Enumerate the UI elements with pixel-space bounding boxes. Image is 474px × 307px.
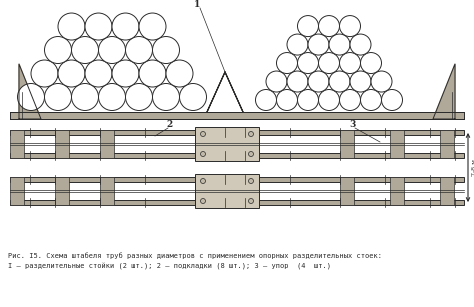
Bar xyxy=(55,130,69,158)
Circle shape xyxy=(201,151,206,157)
Bar xyxy=(195,130,209,158)
Bar xyxy=(195,177,209,205)
Circle shape xyxy=(276,52,298,74)
Circle shape xyxy=(361,52,382,74)
Bar xyxy=(10,112,464,119)
Circle shape xyxy=(329,71,350,92)
Circle shape xyxy=(153,37,180,64)
Circle shape xyxy=(139,60,166,87)
Circle shape xyxy=(180,84,207,111)
Circle shape xyxy=(329,34,350,55)
Circle shape xyxy=(308,34,329,55)
Text: 7-8 м: 7-8 м xyxy=(472,159,474,176)
Bar xyxy=(245,130,259,158)
Circle shape xyxy=(85,60,112,87)
Bar xyxy=(440,130,454,158)
Circle shape xyxy=(201,178,206,184)
Bar xyxy=(340,177,354,205)
Text: I – разделительные стойки (2 шт.); 2 – подкладки (8 шт.); 3 – упор  (4  шт.): I – разделительные стойки (2 шт.); 2 – п… xyxy=(8,263,331,270)
Text: 2: 2 xyxy=(167,120,173,129)
Polygon shape xyxy=(207,72,225,112)
Bar xyxy=(340,130,354,158)
Circle shape xyxy=(45,84,72,111)
Circle shape xyxy=(350,71,371,92)
Circle shape xyxy=(18,84,45,111)
Circle shape xyxy=(361,90,382,111)
Circle shape xyxy=(371,71,392,92)
Circle shape xyxy=(339,90,361,111)
Circle shape xyxy=(85,13,112,40)
Circle shape xyxy=(308,71,329,92)
Circle shape xyxy=(201,131,206,137)
Circle shape xyxy=(266,71,287,92)
Bar xyxy=(55,177,69,205)
Bar xyxy=(100,130,114,158)
Circle shape xyxy=(99,37,126,64)
Circle shape xyxy=(58,13,85,40)
Circle shape xyxy=(287,34,308,55)
Polygon shape xyxy=(225,72,243,112)
Circle shape xyxy=(72,37,99,64)
Circle shape xyxy=(350,34,371,55)
Circle shape xyxy=(126,84,153,111)
Circle shape xyxy=(248,199,254,204)
Circle shape xyxy=(287,71,308,92)
Polygon shape xyxy=(433,64,455,119)
Bar xyxy=(10,200,464,205)
Circle shape xyxy=(72,84,99,111)
Circle shape xyxy=(248,151,254,157)
Circle shape xyxy=(99,84,126,111)
Circle shape xyxy=(382,90,402,111)
Bar xyxy=(10,153,464,158)
Bar xyxy=(10,177,464,182)
Bar xyxy=(10,130,464,135)
Circle shape xyxy=(248,131,254,137)
Circle shape xyxy=(139,13,166,40)
Polygon shape xyxy=(19,64,41,119)
Circle shape xyxy=(201,199,206,204)
Bar xyxy=(390,177,404,205)
Circle shape xyxy=(298,52,319,74)
Circle shape xyxy=(319,52,339,74)
Text: Рис. I5. Схема штабеля труб разных диаметров с применением опорных разделительны: Рис. I5. Схема штабеля труб разных диаме… xyxy=(8,252,382,258)
Text: 3: 3 xyxy=(350,120,356,129)
Circle shape xyxy=(339,16,361,37)
Circle shape xyxy=(166,60,193,87)
Circle shape xyxy=(153,84,180,111)
Circle shape xyxy=(58,60,85,87)
Circle shape xyxy=(45,37,72,64)
Circle shape xyxy=(248,178,254,184)
Bar xyxy=(195,174,259,208)
Circle shape xyxy=(126,37,153,64)
Circle shape xyxy=(112,13,139,40)
Bar xyxy=(245,177,259,205)
Circle shape xyxy=(339,52,361,74)
Circle shape xyxy=(319,90,339,111)
Circle shape xyxy=(319,16,339,37)
Bar xyxy=(440,177,454,205)
Bar xyxy=(195,127,259,161)
Bar xyxy=(10,130,24,158)
Circle shape xyxy=(112,60,139,87)
Circle shape xyxy=(31,60,58,87)
Circle shape xyxy=(276,90,298,111)
Circle shape xyxy=(298,90,319,111)
Circle shape xyxy=(298,16,319,37)
Bar xyxy=(390,130,404,158)
Bar xyxy=(10,177,24,205)
Bar xyxy=(100,177,114,205)
Circle shape xyxy=(255,90,276,111)
Text: 1: 1 xyxy=(194,0,200,9)
